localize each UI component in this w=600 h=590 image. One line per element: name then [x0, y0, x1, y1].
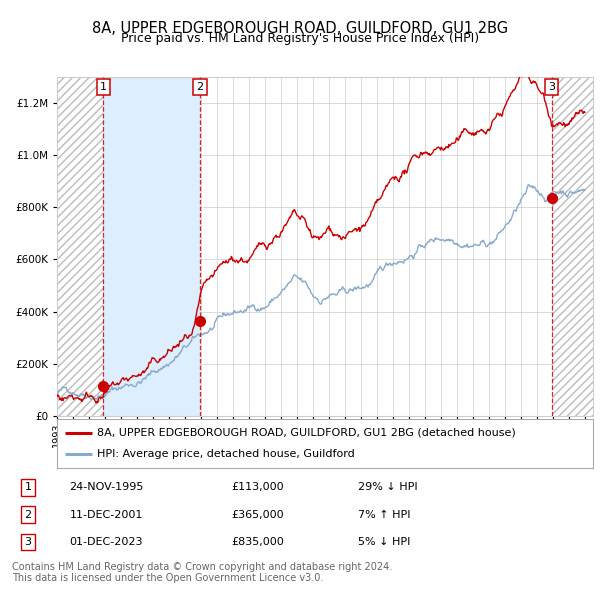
Text: 8A, UPPER EDGEBOROUGH ROAD, GUILDFORD, GU1 2BG (detached house): 8A, UPPER EDGEBOROUGH ROAD, GUILDFORD, G… — [97, 428, 516, 438]
Text: 1: 1 — [25, 483, 32, 493]
Text: £835,000: £835,000 — [231, 537, 284, 547]
Text: 5% ↓ HPI: 5% ↓ HPI — [358, 537, 410, 547]
Text: £113,000: £113,000 — [231, 483, 284, 493]
Text: 01-DEC-2023: 01-DEC-2023 — [70, 537, 143, 547]
Text: Price paid vs. HM Land Registry's House Price Index (HPI): Price paid vs. HM Land Registry's House … — [121, 32, 479, 45]
Text: 11-DEC-2001: 11-DEC-2001 — [70, 510, 143, 520]
Text: 2: 2 — [25, 510, 32, 520]
Text: Contains HM Land Registry data © Crown copyright and database right 2024.
This d: Contains HM Land Registry data © Crown c… — [12, 562, 392, 584]
Text: 24-NOV-1995: 24-NOV-1995 — [70, 483, 144, 493]
Text: 3: 3 — [25, 537, 32, 547]
Bar — [551, 77, 593, 416]
Bar — [57, 77, 103, 416]
Text: 2: 2 — [197, 82, 204, 92]
Text: HPI: Average price, detached house, Guildford: HPI: Average price, detached house, Guil… — [97, 450, 355, 460]
Text: 8A, UPPER EDGEBOROUGH ROAD, GUILDFORD, GU1 2BG: 8A, UPPER EDGEBOROUGH ROAD, GUILDFORD, G… — [92, 21, 508, 35]
Text: £365,000: £365,000 — [231, 510, 284, 520]
Text: 29% ↓ HPI: 29% ↓ HPI — [358, 483, 417, 493]
Text: 3: 3 — [548, 82, 555, 92]
Bar — [103, 77, 200, 416]
Text: 7% ↑ HPI: 7% ↑ HPI — [358, 510, 410, 520]
Text: 1: 1 — [100, 82, 107, 92]
